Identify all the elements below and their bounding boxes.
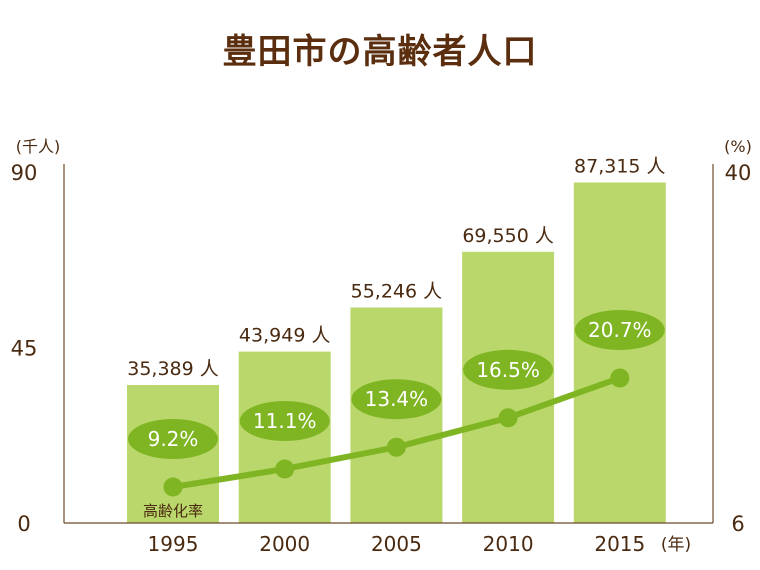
bar-2015 xyxy=(573,182,666,523)
x-tick-label-2005: 2005 xyxy=(371,532,422,556)
x-tick-label-2010: 2010 xyxy=(483,532,534,556)
rate-label-badge-2000 xyxy=(239,400,330,441)
rate-point-2010 xyxy=(498,408,518,428)
x-tick-label-2015: 2015 xyxy=(594,532,645,556)
rate-label-badge-2005 xyxy=(351,379,442,420)
rate-point-2005 xyxy=(386,437,406,457)
rate-label-1995: 9.2% xyxy=(148,427,199,451)
y-left-unit: (千人) xyxy=(16,137,61,156)
x-axis-unit: (年) xyxy=(661,535,691,555)
rate-label-badge-1995 xyxy=(128,419,218,459)
bar-value-label-2005: 55,246 人 xyxy=(351,281,443,303)
bar-value-label-1995: 35,389 人 xyxy=(127,358,219,380)
chart-title: 豊田市の高齢者人口 xyxy=(222,32,538,72)
rate-label-2015: 20.7% xyxy=(588,318,652,342)
y-left-tick-90: 90 xyxy=(11,161,38,185)
rate-point-1995 xyxy=(163,477,183,497)
y-right-tick-6: 6 xyxy=(731,512,744,536)
rate-point-2015 xyxy=(610,368,630,388)
rate-point-2000 xyxy=(275,459,295,479)
y-left-tick-45: 45 xyxy=(11,337,38,361)
y-left-tick-0: 0 xyxy=(17,512,30,536)
rate-label-2005: 13.4% xyxy=(365,387,429,411)
bar-value-label-2010: 69,550 人 xyxy=(462,225,554,247)
y-right-unit: (%) xyxy=(724,137,752,156)
x-tick-label-1995: 1995 xyxy=(148,532,199,556)
y-right-tick-40: 40 xyxy=(725,161,752,185)
rate-label-2000: 11.1% xyxy=(253,409,317,433)
rate-series-label: 高齢化率 xyxy=(143,502,203,520)
bar-value-label-2000: 43,949 人 xyxy=(239,325,331,347)
bar-value-label-2015: 87,315 人 xyxy=(574,155,666,177)
rate-label-badge-2015 xyxy=(574,310,665,350)
rate-label-badge-2010 xyxy=(463,349,554,390)
rate-label-2010: 16.5% xyxy=(476,358,540,382)
x-tick-label-2000: 2000 xyxy=(259,532,310,556)
